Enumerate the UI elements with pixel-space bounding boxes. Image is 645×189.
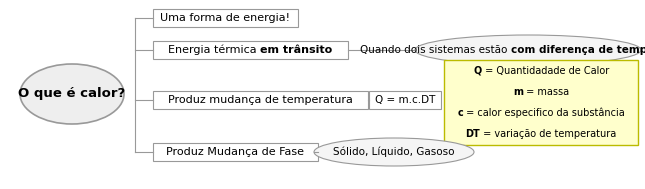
Text: = Quantidadade de Calor: = Quantidadade de Calor (482, 66, 609, 76)
Text: Energia térmica: Energia térmica (168, 45, 261, 55)
Text: Q: Q (473, 66, 482, 76)
FancyBboxPatch shape (153, 143, 318, 161)
Text: Q = m.c.DT: Q = m.c.DT (375, 95, 435, 105)
FancyBboxPatch shape (153, 9, 298, 27)
Text: O que é calor?: O que é calor? (18, 88, 126, 101)
FancyBboxPatch shape (153, 91, 368, 109)
Text: Quando dois sistemas estão: Quando dois sistemas estão (360, 45, 511, 55)
FancyBboxPatch shape (153, 41, 348, 59)
Text: em trânsito: em trânsito (261, 45, 333, 55)
Text: = variação de temperatura: = variação de temperatura (481, 129, 617, 139)
Ellipse shape (314, 138, 474, 166)
Text: Sólido, Líquido, Gasoso: Sólido, Líquido, Gasoso (333, 147, 455, 157)
Text: DT: DT (466, 129, 481, 139)
Text: m: m (513, 87, 523, 97)
FancyBboxPatch shape (444, 60, 638, 145)
Text: Produz mudança de temperatura: Produz mudança de temperatura (168, 95, 353, 105)
Text: = calor especifico da substância: = calor especifico da substância (463, 108, 625, 118)
Text: Uma forma de energia!: Uma forma de energia! (161, 13, 290, 23)
Text: Produz Mudança de Fase: Produz Mudança de Fase (166, 147, 304, 157)
Ellipse shape (415, 35, 641, 65)
Text: = massa: = massa (523, 87, 569, 97)
Text: com diferença de temperatura!: com diferença de temperatura! (511, 45, 645, 55)
Text: c: c (457, 108, 463, 118)
Ellipse shape (20, 64, 124, 124)
FancyBboxPatch shape (369, 91, 441, 109)
